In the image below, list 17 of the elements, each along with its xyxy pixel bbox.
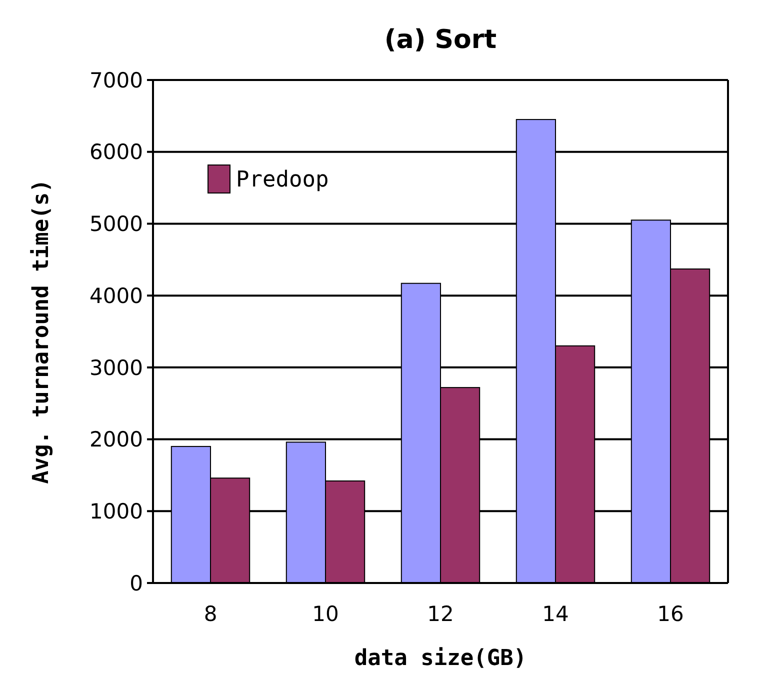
x-tick-label: 8 <box>204 602 218 626</box>
y-tick-label: 3000 <box>90 356 143 380</box>
y-tick-label: 5000 <box>90 212 143 236</box>
x-tick-label: 16 <box>657 602 684 626</box>
y-tick-label: 6000 <box>90 140 143 164</box>
chart-title: (a) Sort <box>384 25 497 55</box>
x-axis-title: data size(GB) <box>354 646 527 671</box>
x-tick-label: 12 <box>427 602 454 626</box>
x-tick-label: 10 <box>312 602 339 626</box>
legend-label: Predoop <box>236 168 329 193</box>
y-tick-label: 1000 <box>90 499 143 524</box>
y-tick-label: 7000 <box>90 68 143 92</box>
x-tick-label: 14 <box>542 602 569 626</box>
y-tick-label: 0 <box>130 571 143 596</box>
y-axis-title: Avg. turnaround time(s) <box>29 179 54 484</box>
y-tick-label: 4000 <box>90 284 143 308</box>
y-tick-label: 2000 <box>90 428 143 452</box>
